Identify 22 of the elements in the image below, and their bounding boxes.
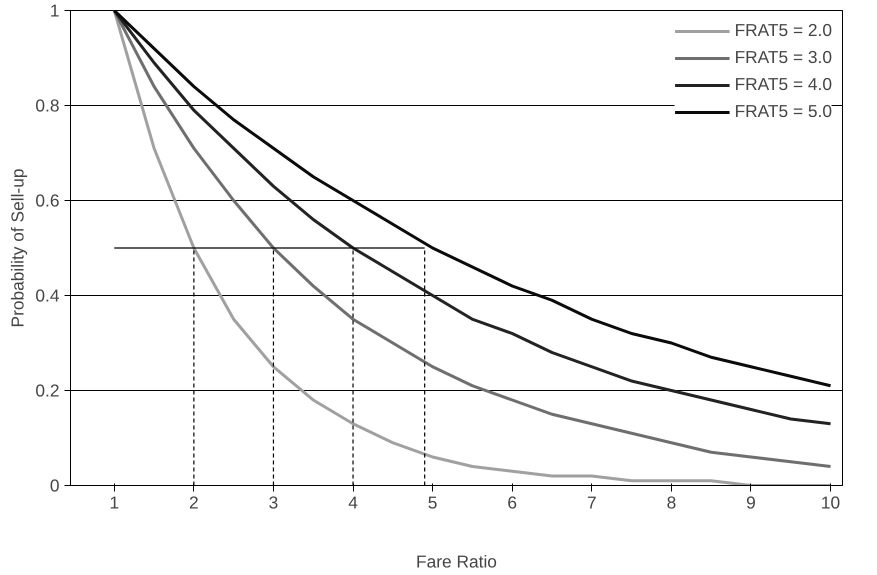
x-tick-label: 3: [268, 492, 278, 512]
x-tick-label: 6: [507, 492, 518, 512]
y-tick-label: 1: [50, 0, 60, 20]
y-axis-title: Probability of Sell-up: [7, 168, 28, 328]
x-tick-label: 5: [428, 492, 438, 512]
x-tick-label: 10: [820, 492, 840, 512]
x-tick-label: 9: [746, 492, 756, 512]
y-tick-label: 0.8: [35, 96, 60, 116]
legend-label: FRAT5 = 5.0: [734, 101, 832, 122]
x-tick-label: 4: [348, 492, 358, 512]
legend-label: FRAT5 = 4.0: [734, 74, 832, 95]
y-tick-label: 0.2: [35, 380, 60, 400]
y-tick-label: 0: [50, 476, 60, 496]
x-tick-label: 1: [109, 492, 120, 512]
y-tick-label: 0.4: [35, 286, 60, 306]
x-tick-label: 8: [666, 492, 676, 512]
legend-label: FRAT5 = 3.0: [734, 47, 832, 68]
legend-label: FRAT5 = 2.0: [734, 20, 832, 41]
x-tick-label: 7: [586, 492, 597, 512]
x-axis-title: Fare Ratio: [416, 552, 497, 572]
y-tick-label: 0.6: [35, 190, 60, 210]
x-tick-label: 2: [189, 492, 199, 512]
